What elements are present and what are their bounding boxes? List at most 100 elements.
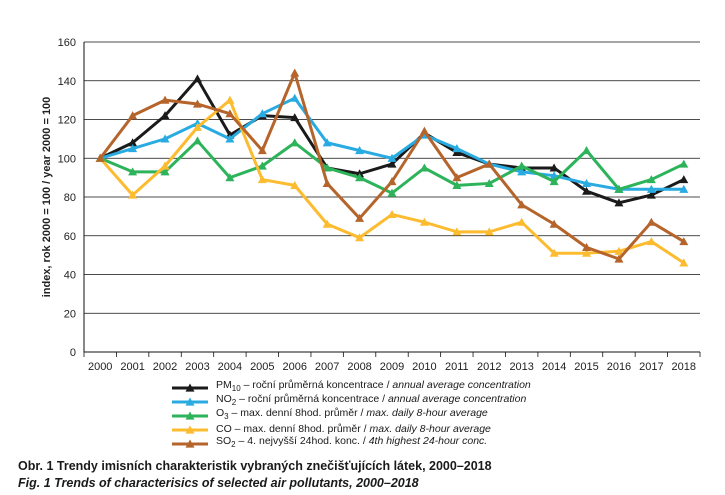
legend-label-no2: NO2 – roční průměrná koncentrace / annua… bbox=[216, 392, 527, 408]
data-point-pm10 bbox=[387, 159, 397, 168]
y-tick-label: 140 bbox=[58, 76, 76, 88]
data-point-no2 bbox=[257, 109, 267, 118]
data-point-so2 bbox=[95, 153, 105, 162]
series-o3 bbox=[95, 136, 689, 197]
x-tick-label: 2000 bbox=[88, 361, 112, 373]
data-point-so2 bbox=[387, 177, 397, 186]
x-tick-label: 2016 bbox=[607, 361, 631, 373]
data-point-so2 bbox=[582, 242, 592, 251]
x-tick-label: 2005 bbox=[250, 361, 274, 373]
data-point-so2 bbox=[355, 213, 365, 222]
data-point-co bbox=[322, 219, 332, 228]
data-point-o3 bbox=[679, 159, 689, 168]
legend-swatch-co bbox=[170, 422, 210, 436]
data-point-o3 bbox=[517, 161, 527, 170]
x-tick-label: 2010 bbox=[412, 361, 436, 373]
data-point-no2 bbox=[646, 184, 656, 193]
y-axis-label: index, rok 2000 = 100 / year 2000 = 100 bbox=[41, 97, 53, 298]
y-tick-label: 40 bbox=[64, 270, 76, 282]
data-point-pm10 bbox=[128, 138, 138, 147]
data-point-so2 bbox=[257, 146, 267, 155]
legend-label-co: CO – max. denní 8hod. průměr / max. dail… bbox=[216, 423, 491, 435]
data-point-o3 bbox=[387, 188, 397, 197]
data-point-no2 bbox=[290, 93, 300, 102]
x-tick-label: 2014 bbox=[542, 361, 566, 373]
data-point-so2 bbox=[128, 111, 138, 120]
y-tick-label: 0 bbox=[70, 347, 76, 359]
series-so2 bbox=[95, 68, 689, 263]
data-point-pm10 bbox=[160, 111, 170, 120]
data-point-no2 bbox=[355, 146, 365, 155]
data-point-pm10 bbox=[290, 113, 300, 122]
legend-swatch-so2 bbox=[170, 436, 210, 450]
data-point-o3 bbox=[355, 173, 365, 182]
data-point-no2 bbox=[128, 144, 138, 153]
data-point-co bbox=[355, 233, 365, 242]
data-point-co bbox=[128, 190, 138, 199]
series-group bbox=[95, 68, 689, 267]
data-point-so2 bbox=[549, 219, 559, 228]
data-point-so2 bbox=[225, 109, 235, 118]
legend-item-o3: O3 – max. denní 8hod. průměr / max. dail… bbox=[170, 406, 531, 422]
data-point-co bbox=[192, 122, 202, 131]
x-tick-label: 2015 bbox=[574, 361, 598, 373]
data-point-so2 bbox=[419, 126, 429, 135]
data-point-co bbox=[517, 217, 527, 226]
legend-swatch-no2 bbox=[170, 394, 210, 408]
data-point-so2 bbox=[160, 95, 170, 104]
x-tick-label: 2004 bbox=[218, 361, 242, 373]
legend-label-o3: O3 – max. denní 8hod. průměr / max. dail… bbox=[216, 406, 488, 422]
data-point-co bbox=[160, 161, 170, 170]
data-point-pm10 bbox=[582, 186, 592, 195]
legend-swatch-pm10 bbox=[170, 380, 210, 394]
legend-label-so2: SO2 – 4. nejvyšší 24hod. konc. / 4th hig… bbox=[216, 434, 488, 450]
series-line-no2 bbox=[99, 96, 684, 191]
data-point-no2 bbox=[679, 184, 689, 193]
data-point-so2 bbox=[192, 99, 202, 108]
x-tick-label: 2012 bbox=[477, 361, 501, 373]
data-point-o3 bbox=[257, 161, 267, 170]
data-point-co bbox=[679, 258, 689, 267]
legend-item-pm10: PM10 – roční průměrná koncentrace / annu… bbox=[170, 379, 531, 394]
y-tick-label: 20 bbox=[64, 308, 76, 320]
data-point-so2 bbox=[517, 200, 527, 209]
y-tick-label: 160 bbox=[58, 37, 76, 49]
x-tick-label: 2003 bbox=[185, 361, 209, 373]
data-point-so2 bbox=[452, 173, 462, 182]
caption-czech: Obr. 1 Trendy imisních charakteristik vy… bbox=[18, 459, 492, 473]
y-tick-label: 80 bbox=[64, 192, 76, 204]
data-point-pm10 bbox=[679, 175, 689, 184]
legend-item-so2: SO2 – 4. nejvyšší 24hod. konc. / 4th hig… bbox=[170, 434, 531, 450]
data-point-o3 bbox=[452, 180, 462, 189]
data-point-o3 bbox=[128, 167, 138, 176]
data-point-no2 bbox=[322, 138, 332, 147]
x-tick-label: 2001 bbox=[120, 361, 144, 373]
data-point-o3 bbox=[582, 146, 592, 155]
data-point-co bbox=[549, 248, 559, 257]
data-point-o3 bbox=[419, 163, 429, 172]
data-point-pm10 bbox=[646, 190, 656, 199]
data-point-o3 bbox=[614, 184, 624, 193]
data-point-co bbox=[257, 175, 267, 184]
data-point-so2 bbox=[614, 254, 624, 263]
data-point-o3 bbox=[192, 136, 202, 145]
legend-item-no2: NO2 – roční průměrná koncentrace / annua… bbox=[170, 392, 531, 408]
data-point-co bbox=[225, 95, 235, 104]
data-point-no2 bbox=[387, 153, 397, 162]
data-point-so2 bbox=[484, 159, 494, 168]
data-point-so2 bbox=[290, 68, 300, 77]
data-point-no2 bbox=[452, 144, 462, 153]
x-tick-label: 2013 bbox=[509, 361, 533, 373]
data-point-so2 bbox=[679, 237, 689, 246]
data-point-o3 bbox=[160, 167, 170, 176]
data-point-o3 bbox=[646, 175, 656, 184]
x-tick-label: 2008 bbox=[347, 361, 371, 373]
data-point-no2 bbox=[160, 134, 170, 143]
x-tick-label: 2017 bbox=[639, 361, 663, 373]
data-point-co bbox=[419, 217, 429, 226]
data-point-so2 bbox=[646, 217, 656, 226]
data-point-no2 bbox=[225, 134, 235, 143]
data-point-pm10 bbox=[192, 74, 202, 83]
data-point-co bbox=[614, 246, 624, 255]
